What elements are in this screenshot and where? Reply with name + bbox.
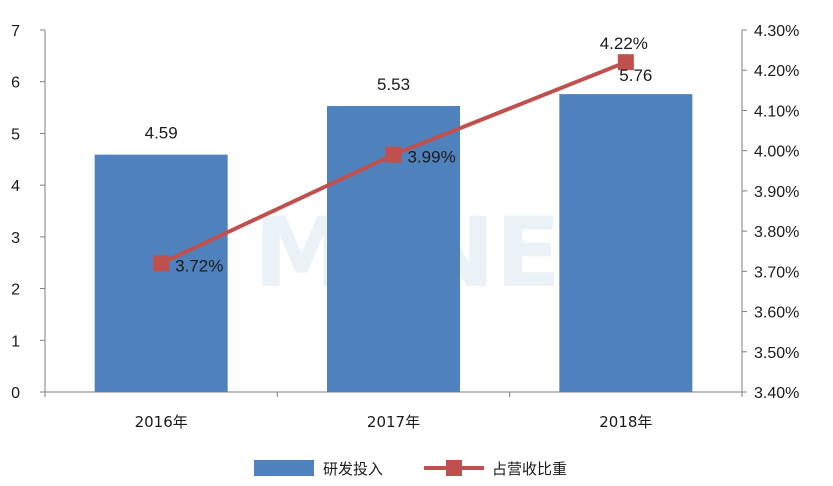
bar-value-label: 5.53	[377, 75, 410, 94]
left-axis-tick-label: 3	[11, 230, 20, 247]
bar	[94, 154, 228, 392]
right-axis-tick-label: 4.10%	[754, 103, 799, 120]
line-marker	[617, 54, 634, 71]
left-axis-tick-label: 2	[11, 282, 20, 299]
bar-series	[94, 94, 693, 393]
left-axis-tick-label: 4	[11, 178, 20, 195]
left-axis-tick-label: 6	[11, 75, 20, 92]
legend-bar-swatch	[254, 460, 314, 476]
line-value-label: 4.22%	[600, 34, 648, 53]
line-series	[153, 54, 634, 272]
left-axis-tick-label: 0	[11, 385, 20, 402]
axes: 0 1 2 3 4 5 6 7 3.40% 3.50% 3.60% 3.70% 3.80% 3.90% 4.…	[11, 23, 799, 431]
line-marker	[385, 146, 402, 163]
left-axis-tick-label: 1	[11, 333, 20, 350]
right-axis-tick-label: 3.40%	[754, 385, 799, 402]
right-axis-tick-label: 3.90%	[754, 184, 799, 201]
right-axis-tick-label: 3.50%	[754, 345, 799, 362]
bar-value-label: 5.76	[619, 66, 652, 85]
right-axis-tick-label: 3.70%	[754, 264, 799, 281]
line-value-label: 3.72%	[175, 256, 223, 275]
right-axis-tick-label: 4.20%	[754, 63, 799, 80]
x-axis-tick-label: 2016年	[135, 413, 188, 431]
x-axis-tick-label: 2018年	[599, 413, 652, 431]
left-axis-tick-label: 7	[11, 23, 20, 40]
data-labels: 4.59 5.53 5.76 3.72% 3.99% 4.22%	[145, 34, 653, 275]
bar	[559, 94, 693, 392]
legend: 研发投入 占营收比重	[254, 460, 567, 478]
legend-line-label: 占营收比重	[492, 460, 567, 478]
legend-line-marker	[446, 460, 462, 476]
line-value-label: 3.99%	[408, 148, 456, 167]
x-axis-tick-label: 2017年	[367, 413, 420, 431]
left-axis-tick-label: 5	[11, 126, 20, 143]
right-axis-tick-label: 4.30%	[754, 23, 799, 40]
right-axis-tick-label: 3.60%	[754, 305, 799, 322]
bar-value-label: 4.59	[145, 124, 178, 143]
legend-bar-label: 研发投入	[323, 460, 383, 478]
right-axis-tick-label: 4.00%	[754, 144, 799, 161]
right-axis-tick-label: 3.80%	[754, 224, 799, 241]
line-marker	[153, 255, 170, 272]
